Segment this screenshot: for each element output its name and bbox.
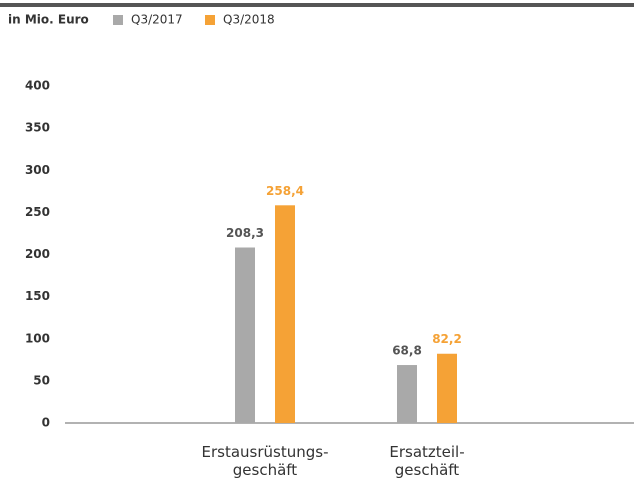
y-tick-label: 300 — [25, 163, 50, 177]
y-tick-label: 350 — [25, 121, 50, 135]
legend-label: Q3/2017 — [131, 13, 183, 27]
unit-label: in Mio. Euro — [8, 13, 89, 27]
y-tick-label: 150 — [25, 289, 50, 303]
y-tick-label: 250 — [25, 205, 50, 219]
bar — [437, 353, 457, 423]
y-tick-label: 200 — [25, 247, 50, 261]
value-label: 68,8 — [392, 344, 422, 358]
y-tick-label: 400 — [25, 79, 50, 93]
y-tick-label: 50 — [33, 373, 50, 387]
value-label: 208,3 — [226, 226, 264, 240]
legend-swatch — [113, 15, 123, 25]
legend-swatch — [205, 15, 215, 25]
bar — [397, 365, 417, 423]
x-tick-label: Erstausrüstungs-geschäft — [202, 443, 329, 479]
y-tick-label: 0 — [42, 416, 50, 430]
value-label: 258,4 — [266, 184, 304, 198]
value-label: 82,2 — [432, 332, 462, 346]
x-tick-label: Ersatzteil-geschäft — [389, 443, 464, 479]
bar — [235, 247, 255, 423]
top-rule — [0, 3, 634, 7]
y-tick-label: 100 — [25, 331, 50, 345]
legend-label: Q3/2018 — [223, 13, 275, 27]
bar — [275, 205, 295, 423]
